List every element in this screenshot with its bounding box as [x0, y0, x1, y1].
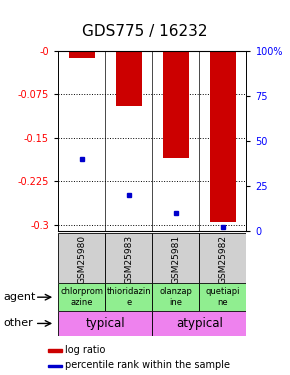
- Text: GDS775 / 16232: GDS775 / 16232: [82, 24, 208, 39]
- Bar: [69, 51, 95, 58]
- Text: GSM25981: GSM25981: [171, 235, 180, 284]
- Text: atypical: atypical: [176, 317, 223, 330]
- Bar: [152, 311, 246, 336]
- Text: typical: typical: [85, 317, 125, 330]
- Bar: [210, 51, 236, 222]
- Bar: [200, 283, 246, 311]
- Text: log ratio: log ratio: [65, 345, 106, 355]
- Text: olanzap
ine: olanzap ine: [160, 288, 192, 307]
- Bar: [48, 349, 62, 352]
- Text: percentile rank within the sample: percentile rank within the sample: [65, 360, 230, 370]
- Text: other: other: [3, 318, 33, 328]
- Text: quetiapi
ne: quetiapi ne: [206, 288, 240, 307]
- Text: thioridazin
e: thioridazin e: [106, 288, 151, 307]
- Bar: [152, 232, 200, 283]
- Text: agent: agent: [3, 292, 35, 302]
- Text: GSM25983: GSM25983: [124, 235, 133, 284]
- Bar: [116, 51, 142, 106]
- Bar: [48, 365, 62, 367]
- Bar: [58, 283, 105, 311]
- Text: GSM25982: GSM25982: [218, 235, 227, 284]
- Bar: [105, 283, 152, 311]
- Bar: [200, 232, 246, 283]
- Bar: [58, 232, 105, 283]
- Bar: [58, 311, 152, 336]
- Bar: [105, 232, 152, 283]
- Bar: [152, 283, 200, 311]
- Text: GSM25980: GSM25980: [77, 235, 86, 284]
- Bar: [163, 51, 189, 158]
- Text: chlorprom
azine: chlorprom azine: [60, 288, 103, 307]
